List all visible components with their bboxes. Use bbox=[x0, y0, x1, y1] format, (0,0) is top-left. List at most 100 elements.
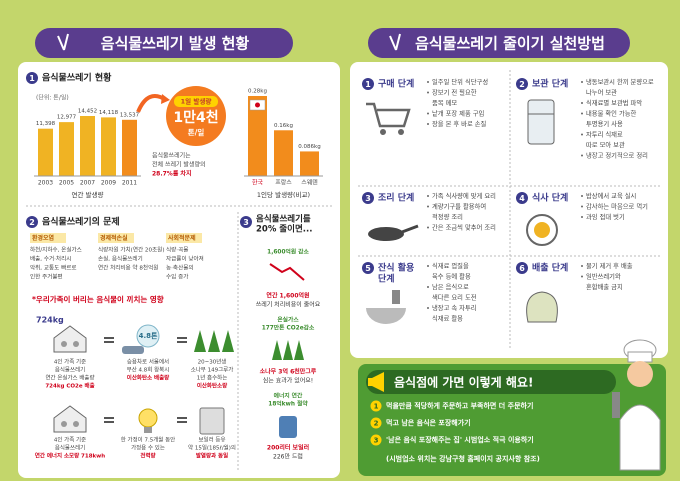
number: 3 bbox=[243, 218, 249, 227]
reduction-text: 심는 효과가 있어요! bbox=[263, 377, 313, 385]
chef-body bbox=[619, 404, 661, 471]
bullet bbox=[581, 205, 583, 208]
problem-text: 악취, 교통도 빠르로 bbox=[30, 264, 77, 272]
chart-caption: 연간 발생량 bbox=[72, 190, 104, 199]
number: 3 bbox=[365, 194, 371, 203]
bar bbox=[122, 119, 137, 176]
spoon-icon bbox=[389, 33, 401, 51]
cart-wheel bbox=[398, 129, 404, 135]
problem-text: 식량·곡물 bbox=[166, 246, 188, 254]
bullet bbox=[581, 112, 583, 115]
problem-text: 인한 주거불편 bbox=[30, 273, 63, 281]
number-badge bbox=[370, 400, 382, 412]
impact-highlight: 발열량과 동일 bbox=[196, 452, 228, 460]
bar bbox=[300, 151, 319, 176]
step-tip: 냉장고 정기적으로 정리 bbox=[586, 151, 648, 160]
impact-text: 연간 온실가스 배출량 bbox=[45, 374, 94, 382]
chef-spatula bbox=[612, 392, 620, 418]
reduction-text: 연간 1,600억원 bbox=[266, 292, 309, 300]
problem-tag-text: 환경오염 bbox=[32, 234, 54, 242]
step-title: 구매 단계 bbox=[378, 78, 414, 90]
value-label: 14,118 bbox=[99, 110, 119, 116]
left-title-pill bbox=[35, 28, 293, 58]
step-tip: 육수 등에 활용 bbox=[432, 272, 471, 281]
impact-text: 가정용 수 있는 bbox=[131, 444, 165, 452]
daily-label-pill bbox=[174, 96, 218, 107]
number: 1 bbox=[374, 403, 379, 411]
restaurant-note: (시범업소 위치는 강남구청 홈페이지 공지사항 참조) bbox=[386, 454, 540, 463]
impact-text: 소나무 149그루가 bbox=[191, 366, 234, 374]
bullet bbox=[427, 112, 429, 115]
value-label: 11,398 bbox=[36, 121, 56, 127]
step-tip: 물기 제거 후 배출 bbox=[586, 261, 633, 270]
bullet bbox=[427, 226, 429, 229]
problem-tag bbox=[30, 233, 66, 243]
bag-icon bbox=[526, 291, 558, 323]
impact-text: 약 15일(185ℓ/월)의 bbox=[188, 444, 236, 452]
impact-text: 한 가정이 7.5개월 동안 bbox=[121, 436, 175, 444]
step-title: 보관 단계 bbox=[532, 78, 568, 90]
bullet bbox=[427, 81, 429, 83]
impact-text: 보일러 등유 bbox=[198, 436, 225, 444]
problem-tag-text: 사회적문제 bbox=[168, 234, 196, 242]
section-heading: 20% 줄이면... bbox=[256, 224, 312, 235]
impact-text: 4인 가족 기준 bbox=[54, 436, 86, 444]
number: 2 bbox=[374, 420, 379, 428]
number: 1 bbox=[365, 80, 371, 89]
problem-tag-text: 경제적손실 bbox=[100, 234, 128, 242]
impact-text: 승용차로 서울에서 bbox=[127, 358, 169, 366]
bullet bbox=[427, 286, 429, 288]
reduction-label: 온실가스 bbox=[277, 316, 299, 324]
number-badge bbox=[26, 72, 38, 84]
chart-caption: 1인당 발생량(비교) bbox=[257, 190, 310, 199]
impact-amount: 4.8톤 bbox=[139, 331, 158, 340]
step-tip: 간은 조금씩 맞추어 조리 bbox=[432, 223, 496, 232]
step-title: 식사 단계 bbox=[532, 192, 568, 204]
impact-text: 부산 4.8회 왕복시 bbox=[127, 366, 170, 374]
category-label: 2005 bbox=[59, 180, 74, 187]
bar bbox=[38, 128, 53, 176]
restaurant-item: '남은 음식 포장해주는 집' 시범업소 적극 이용하기 bbox=[386, 435, 534, 444]
share-text: 28.7%를 차지 bbox=[152, 170, 191, 178]
impact-text: 20~30년생 bbox=[198, 358, 227, 366]
problem-text: 자급률이 낮아져 bbox=[166, 255, 204, 263]
bowl-icon bbox=[366, 308, 406, 324]
step-tip: 적정량 조리 bbox=[432, 212, 463, 221]
step-tip: 투명용기 사용 bbox=[586, 119, 623, 128]
category-label: 2011 bbox=[122, 180, 137, 187]
step-tip: 일주일 단위 식단구성 bbox=[432, 77, 488, 86]
restaurant-item: 먹을만큼 적당하게 주문하고 부족하면 더 주문하기 bbox=[386, 401, 533, 410]
step-tip: 나누어 보관 bbox=[586, 88, 617, 97]
arrow-head bbox=[161, 94, 170, 104]
reduction-label: 177만톤 CO2e감소 bbox=[262, 324, 315, 332]
step-tip: 가족 식사량에 맞게 요리 bbox=[432, 191, 496, 200]
bullet bbox=[581, 154, 583, 157]
tree-icon bbox=[222, 330, 234, 352]
step-tip: 과잉 접대 벗기 bbox=[586, 212, 625, 221]
step-tip: 계량기구를 활용하여 bbox=[432, 202, 486, 211]
bullet bbox=[581, 216, 583, 218]
value-label: 14,452 bbox=[78, 109, 97, 115]
number: 6 bbox=[519, 264, 525, 273]
chart-icon bbox=[269, 263, 305, 281]
impact-highlight: 이산화탄소 배출량 bbox=[127, 374, 169, 382]
bullet bbox=[427, 205, 429, 208]
value-label: 0.28kg bbox=[248, 89, 267, 95]
bullet bbox=[427, 265, 429, 267]
step-tip: 내용물 확인 가능한 bbox=[586, 109, 637, 118]
step-tip: 감사하는 마음으로 먹기 bbox=[586, 202, 648, 211]
car-icon bbox=[122, 346, 144, 354]
step-tip: 자투리 식재료 bbox=[586, 130, 623, 139]
salt-icon bbox=[392, 290, 400, 304]
bullet bbox=[427, 307, 429, 309]
reduction-label: 18억kwh 절약 bbox=[268, 400, 308, 408]
number-badge bbox=[26, 216, 38, 228]
number-badge bbox=[370, 434, 382, 446]
family-icon bbox=[73, 341, 79, 347]
step-tip: 밥상에서 교육 실시 bbox=[586, 191, 636, 200]
impact-text: 음식물쓰레기 bbox=[55, 444, 85, 452]
cart-wheel bbox=[380, 129, 386, 135]
reduction-text: 226만 드럼 bbox=[273, 453, 303, 461]
bullet bbox=[581, 265, 583, 267]
unit: (단위: 톤/일) bbox=[36, 94, 69, 102]
